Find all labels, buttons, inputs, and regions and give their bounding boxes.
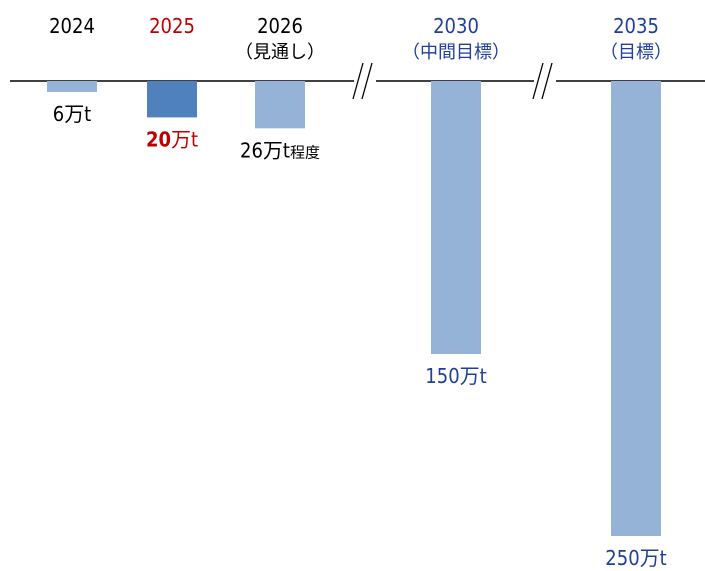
bar-2035 [611, 81, 661, 536]
year-sub-label-2026: （見通し） [235, 42, 325, 63]
year-label-2026: 2026 [257, 14, 303, 38]
year-sub-label-2035: （目標） [600, 42, 672, 63]
bar-2030 [431, 81, 481, 354]
year-label-2035: 2035 [613, 14, 659, 38]
year-sub-label-2030: （中間目標） [402, 42, 510, 63]
bar-2026 [255, 81, 305, 129]
bar-2025 [147, 81, 197, 118]
axis-break-slash-2a [532, 62, 544, 100]
value-label-2026: 26万t程度 [240, 138, 320, 162]
axis-break-gap-1 [354, 77, 376, 85]
value-label-2024: 6万t [53, 102, 92, 126]
axis-break-gap-2 [534, 77, 556, 85]
axis-break-slash-1b [361, 62, 373, 100]
year-label-2024: 2024 [49, 14, 95, 38]
year-label-2030: 2030 [433, 14, 479, 38]
value-label-2030: 150万t [425, 364, 486, 388]
axis-break-slash-2b [541, 62, 553, 100]
year-label-2025: 2025 [149, 14, 195, 38]
value-label-2025: 20万t [146, 127, 198, 151]
axis-break-slash-1a [352, 62, 364, 100]
value-label-2035: 250万t [605, 546, 666, 570]
bar-2024 [47, 81, 97, 92]
